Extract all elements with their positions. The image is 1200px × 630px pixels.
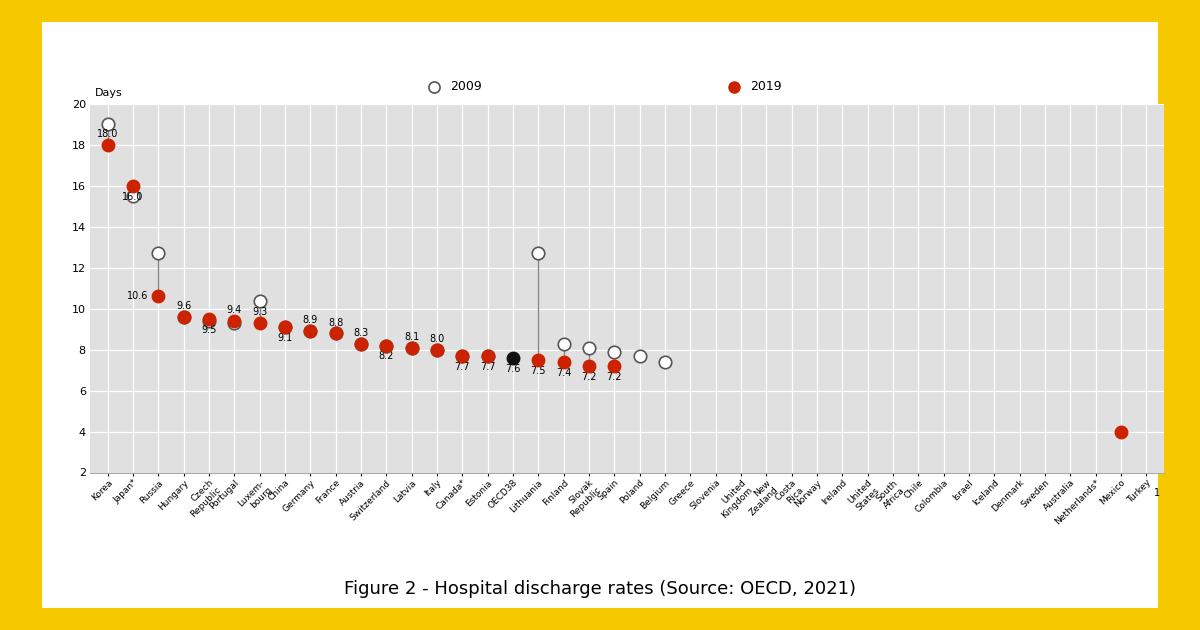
Text: 7.2: 7.2 [581, 372, 596, 382]
Text: Days: Days [95, 88, 122, 98]
Text: 7.2: 7.2 [606, 372, 622, 382]
Text: 18.0: 18.0 [97, 129, 119, 139]
Text: 9.5: 9.5 [202, 324, 217, 335]
Text: 1: 1 [1154, 488, 1160, 498]
Text: 9.4: 9.4 [227, 306, 242, 315]
Text: 10.6: 10.6 [127, 292, 149, 301]
Text: 7.7: 7.7 [480, 362, 496, 372]
Text: 9.6: 9.6 [176, 301, 191, 311]
Text: 2019: 2019 [750, 80, 782, 93]
Text: 8.0: 8.0 [430, 334, 445, 344]
Text: 9.3: 9.3 [252, 307, 268, 318]
Text: 7.4: 7.4 [556, 368, 571, 377]
Text: 8.2: 8.2 [379, 352, 394, 361]
Text: 2009: 2009 [450, 80, 481, 93]
Text: 8.3: 8.3 [354, 328, 368, 338]
Text: 16.0: 16.0 [122, 192, 144, 202]
Text: 8.8: 8.8 [328, 318, 343, 328]
Text: 7.6: 7.6 [505, 364, 521, 374]
Text: 8.9: 8.9 [302, 316, 318, 326]
Text: 9.1: 9.1 [277, 333, 293, 343]
Text: 7.5: 7.5 [530, 365, 546, 375]
Text: 8.1: 8.1 [404, 332, 419, 342]
Text: 7.7: 7.7 [455, 362, 470, 372]
Text: Figure 2 - Hospital discharge rates (Source: OECD, 2021): Figure 2 - Hospital discharge rates (Sou… [344, 580, 856, 598]
